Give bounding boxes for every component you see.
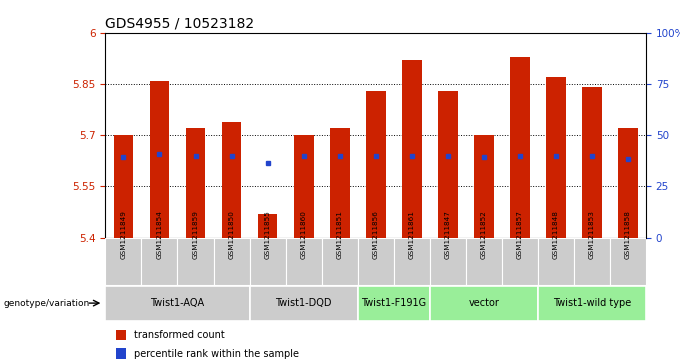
Bar: [114, 135, 133, 238]
Text: Twist1-F191G: Twist1-F191G: [361, 298, 426, 308]
Bar: [394, 238, 430, 285]
Text: GSM1211854: GSM1211854: [156, 210, 163, 259]
Bar: [618, 129, 638, 238]
Bar: [258, 214, 277, 238]
Bar: [286, 238, 322, 285]
Bar: [141, 238, 177, 285]
Text: GSM1211848: GSM1211848: [553, 210, 559, 259]
Bar: [322, 238, 358, 285]
Bar: [466, 238, 502, 285]
Text: GSM1211858: GSM1211858: [625, 210, 631, 259]
Text: GSM1211849: GSM1211849: [120, 210, 126, 259]
Bar: [538, 286, 646, 321]
Text: GSM1211860: GSM1211860: [301, 210, 307, 259]
Text: GSM1211847: GSM1211847: [445, 210, 451, 259]
Text: GSM1211852: GSM1211852: [481, 210, 487, 259]
Bar: [574, 238, 610, 285]
Bar: [250, 286, 358, 321]
Text: GSM1211857: GSM1211857: [517, 210, 523, 259]
Bar: [430, 286, 538, 321]
Bar: [474, 135, 494, 238]
Bar: [250, 238, 286, 285]
Bar: [214, 238, 250, 285]
Text: GSM1211853: GSM1211853: [589, 210, 595, 259]
Text: Twist1-AQA: Twist1-AQA: [150, 298, 205, 308]
Bar: [294, 135, 313, 238]
Bar: [546, 77, 566, 238]
Text: GSM1211855: GSM1211855: [265, 210, 271, 259]
Text: GSM1211861: GSM1211861: [409, 210, 415, 259]
Bar: [222, 122, 241, 238]
Text: vector: vector: [469, 298, 499, 308]
Bar: [186, 129, 205, 238]
Bar: [402, 60, 422, 238]
Text: GSM1211850: GSM1211850: [228, 210, 235, 259]
Bar: [366, 91, 386, 238]
Bar: [582, 87, 602, 238]
Text: GSM1211859: GSM1211859: [192, 210, 199, 259]
Bar: [610, 238, 646, 285]
Text: GSM1211856: GSM1211856: [373, 210, 379, 259]
Bar: [105, 286, 250, 321]
Bar: [116, 348, 126, 359]
Bar: [430, 238, 466, 285]
Bar: [510, 57, 530, 238]
Bar: [330, 129, 350, 238]
Text: GDS4955 / 10523182: GDS4955 / 10523182: [105, 16, 254, 30]
Bar: [150, 81, 169, 238]
Text: Twist1-DQD: Twist1-DQD: [275, 298, 332, 308]
Text: transformed count: transformed count: [134, 330, 225, 340]
Bar: [438, 91, 458, 238]
Text: GSM1211851: GSM1211851: [337, 210, 343, 259]
Text: percentile rank within the sample: percentile rank within the sample: [134, 349, 299, 359]
Bar: [538, 238, 574, 285]
Bar: [502, 238, 538, 285]
Bar: [358, 238, 394, 285]
Bar: [116, 330, 126, 340]
Text: genotype/variation: genotype/variation: [3, 299, 89, 307]
Text: Twist1-wild type: Twist1-wild type: [553, 298, 631, 308]
Bar: [358, 286, 430, 321]
Bar: [105, 238, 141, 285]
Bar: [177, 238, 214, 285]
